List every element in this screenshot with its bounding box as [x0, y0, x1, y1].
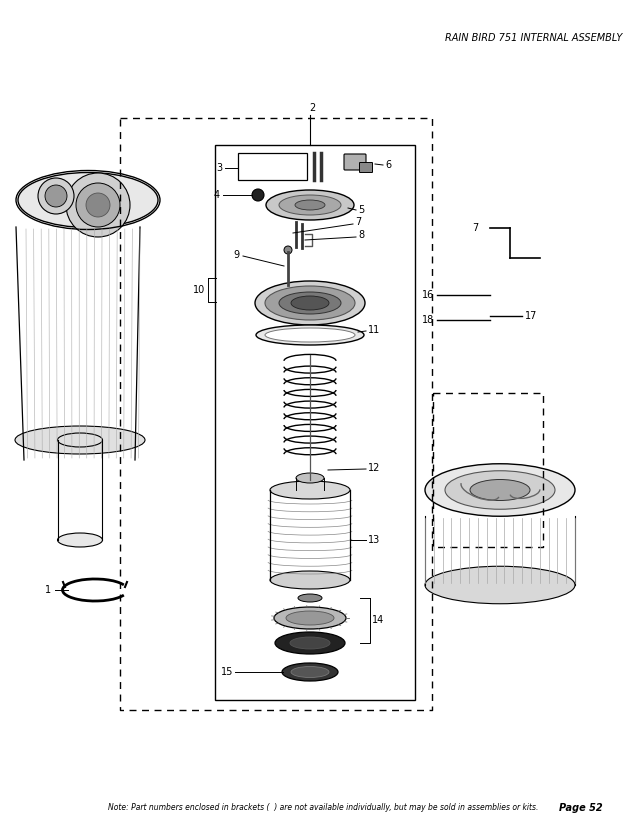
Ellipse shape: [255, 281, 365, 325]
Text: 18: 18: [422, 315, 434, 325]
Ellipse shape: [290, 637, 330, 649]
Circle shape: [45, 185, 67, 207]
Ellipse shape: [265, 328, 355, 342]
Text: 3: 3: [216, 163, 222, 173]
Circle shape: [76, 183, 120, 227]
Circle shape: [86, 193, 110, 217]
Ellipse shape: [57, 533, 103, 547]
Ellipse shape: [291, 296, 329, 310]
Ellipse shape: [286, 611, 334, 625]
Text: 5: 5: [358, 205, 364, 215]
Text: 17: 17: [525, 311, 537, 321]
Circle shape: [66, 173, 130, 237]
Ellipse shape: [57, 433, 103, 447]
Ellipse shape: [274, 607, 346, 629]
Text: Note: Part numbers enclosed in brackets (  ) are not available individually, but: Note: Part numbers enclosed in brackets …: [108, 804, 538, 813]
Ellipse shape: [256, 325, 364, 345]
Text: 7: 7: [355, 217, 361, 227]
Ellipse shape: [279, 195, 341, 215]
FancyBboxPatch shape: [344, 154, 366, 170]
Ellipse shape: [298, 594, 322, 602]
Text: 1: 1: [45, 585, 51, 595]
Ellipse shape: [295, 200, 325, 210]
Text: 12: 12: [368, 463, 380, 473]
Ellipse shape: [275, 632, 345, 654]
Ellipse shape: [279, 292, 341, 314]
Circle shape: [38, 178, 74, 214]
Ellipse shape: [425, 567, 575, 604]
Text: 10: 10: [193, 285, 205, 295]
Text: 9: 9: [234, 250, 240, 260]
Text: 2: 2: [309, 103, 315, 113]
Ellipse shape: [470, 480, 530, 501]
Ellipse shape: [282, 663, 338, 681]
Ellipse shape: [296, 473, 324, 483]
Circle shape: [284, 246, 292, 254]
Ellipse shape: [15, 426, 145, 454]
Text: 15: 15: [221, 667, 233, 677]
Ellipse shape: [266, 190, 354, 220]
Circle shape: [252, 189, 264, 201]
Text: RAIN BIRD 751 INTERNAL ASSEMBLY: RAIN BIRD 751 INTERNAL ASSEMBLY: [445, 33, 622, 43]
Text: 13: 13: [368, 535, 380, 545]
Text: 11: 11: [368, 325, 380, 335]
Text: Page 52: Page 52: [560, 803, 603, 813]
Text: 4: 4: [214, 190, 220, 200]
Text: 7: 7: [471, 223, 478, 233]
Ellipse shape: [18, 173, 158, 227]
Ellipse shape: [265, 286, 355, 320]
Bar: [215, 145, 415, 700]
Text: 16: 16: [422, 290, 434, 300]
Bar: [238, 153, 307, 180]
Text: 8: 8: [358, 230, 364, 240]
Ellipse shape: [291, 667, 329, 677]
Ellipse shape: [270, 571, 350, 589]
Text: 6: 6: [385, 160, 391, 170]
FancyBboxPatch shape: [359, 163, 373, 173]
Text: 14: 14: [372, 615, 384, 625]
Ellipse shape: [425, 463, 575, 516]
Ellipse shape: [270, 481, 350, 499]
Ellipse shape: [445, 471, 555, 510]
